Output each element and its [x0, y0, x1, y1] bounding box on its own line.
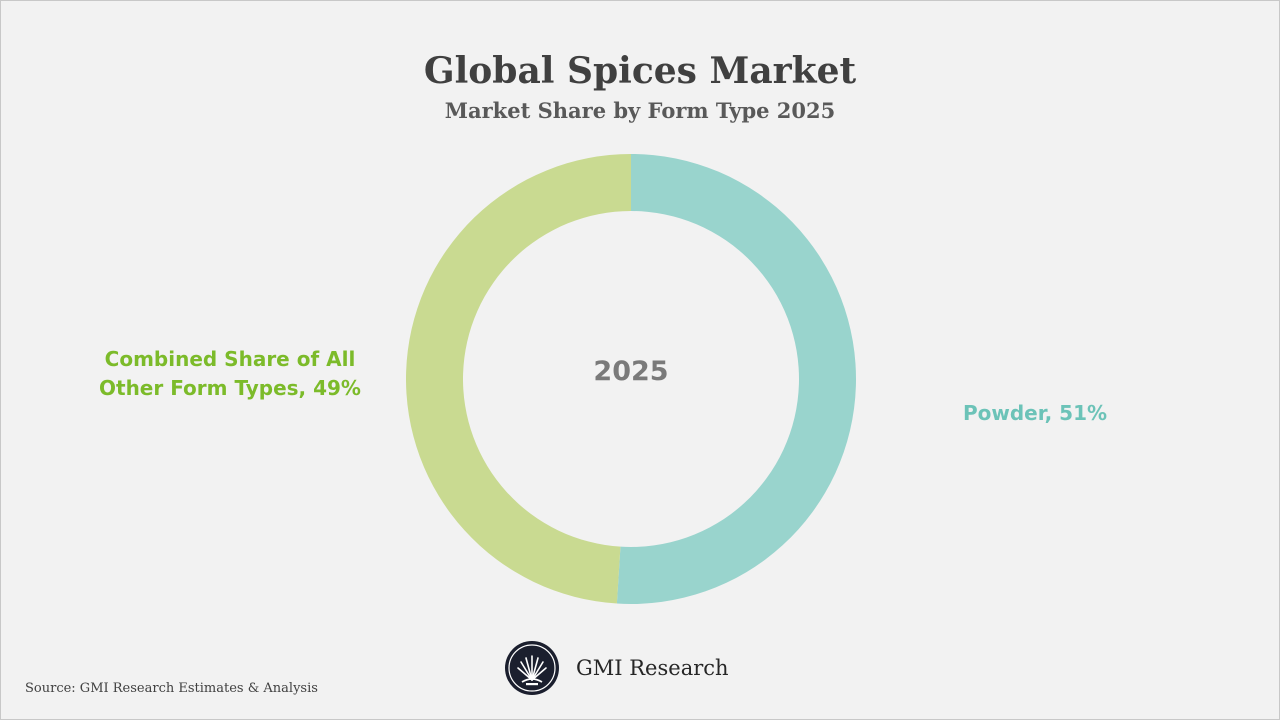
slice-label-other-form-types: Combined Share of All Other Form Types, … — [60, 345, 400, 403]
brand-block: GMI Research — [504, 640, 729, 696]
donut-center-label: 2025 — [593, 356, 669, 387]
gmi-logo-icon — [505, 641, 559, 695]
donut-slice-combined-share-of-all-other-form-types — [405, 154, 631, 604]
donut-slice-powder — [616, 154, 856, 604]
slice-label-powder: Powder, 51% — [962, 401, 1108, 425]
slice-label-other-line2: Other Form Types, 49% — [99, 376, 361, 400]
chart-title: Global Spices Market — [423, 50, 857, 92]
chart-subtitle: Market Share by Form Type 2025 — [444, 98, 836, 123]
source-note: Source: GMI Research Estimates & Analysi… — [25, 681, 318, 696]
slice-label-other-line1: Combined Share of All — [104, 347, 356, 371]
brand-name: GMI Research — [576, 656, 729, 680]
